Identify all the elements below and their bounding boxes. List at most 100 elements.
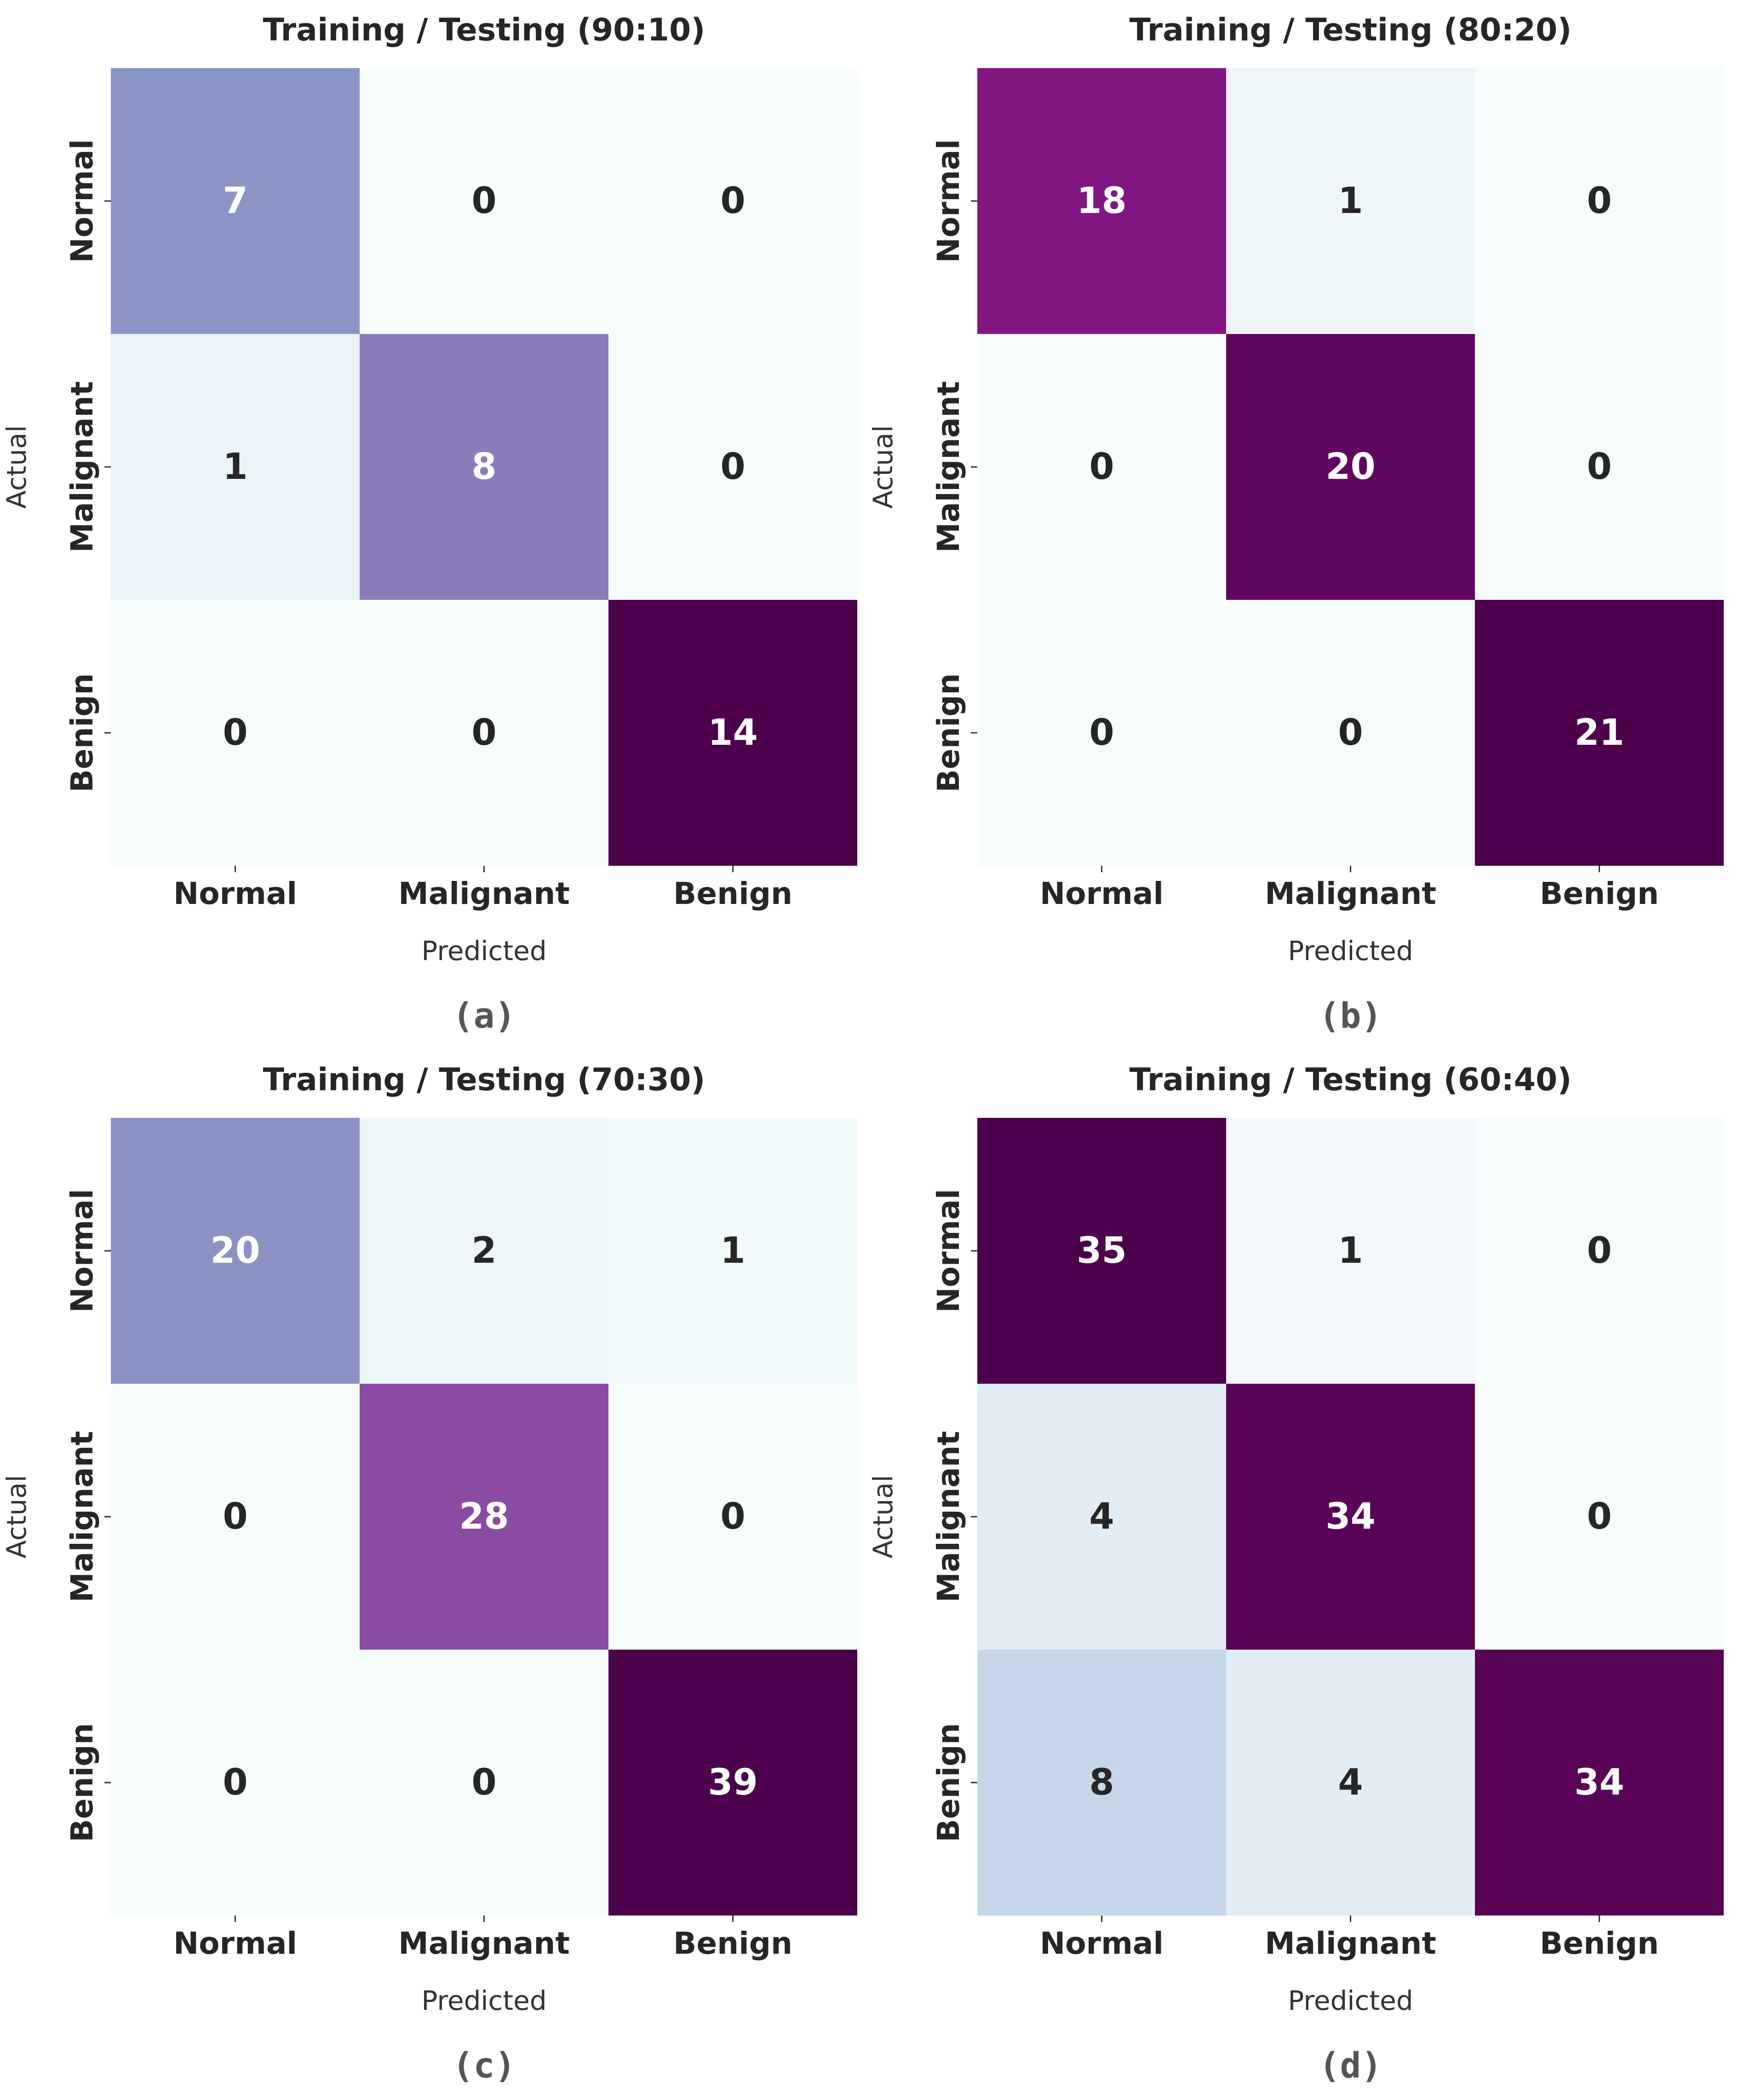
heatmap-cell: [977, 68, 1226, 334]
cell-value-label: 0: [1587, 446, 1612, 488]
chart-title: Training / Testing (80:20): [1130, 12, 1572, 48]
x-axis-label: Predicted: [1288, 1985, 1413, 2016]
heatmap-cell: [360, 68, 608, 334]
y-tick-label: Benign: [64, 1723, 100, 1842]
heatmap-cell: [608, 334, 857, 600]
y-tick-label: Normal: [64, 139, 100, 263]
panel-b: Training / Testing (80:20) 18 1 0 0 20 0 0 0 21 No…: [867, 12, 1724, 1036]
panel-label: (b): [1319, 995, 1382, 1036]
x-tick-label: Normal: [173, 876, 297, 911]
cell-value-label: 8: [471, 446, 496, 488]
cell-value-label: 0: [720, 1496, 745, 1537]
x-tick-label: Malignant: [398, 876, 570, 911]
cell-value-label: 0: [223, 1496, 247, 1537]
cell-value-label: 4: [1338, 1762, 1363, 1803]
cell-value-label: 1: [720, 1230, 745, 1272]
cell-value-label: 0: [1587, 1230, 1612, 1272]
y-axis-label: Actual: [1, 425, 32, 509]
panel-a: Training / Testing (90:10) 7 0 0 1 8 0 0 0 14 Norm…: [1, 12, 857, 1036]
heatmap-cell: [1226, 600, 1475, 866]
x-tick-label: Benign: [673, 876, 792, 911]
cell-value-label: 0: [1089, 446, 1114, 488]
heatmap-cell: [1475, 1650, 1724, 1916]
heatmap-cell: [111, 1384, 360, 1650]
x-tick-label: Malignant: [1265, 876, 1436, 911]
cell-value-label: 8: [1089, 1762, 1114, 1803]
y-tick-label: Malignant: [64, 1431, 100, 1603]
heatmap-cell: [360, 1384, 608, 1650]
heatmap-cell: [1226, 1650, 1475, 1916]
heatmap-cell: [977, 1118, 1226, 1384]
cell-value-label: 0: [471, 180, 496, 222]
x-tick-label: Benign: [1540, 1926, 1659, 1961]
y-axis-label: Actual: [867, 1475, 899, 1559]
heatmap-cell: [608, 600, 857, 866]
y-tick-label: Normal: [931, 1189, 966, 1312]
y-tick-label: Normal: [64, 1189, 100, 1312]
heatmap-cell: [1475, 1384, 1724, 1650]
heatmap-cell: [360, 334, 608, 600]
x-tick-label: Normal: [1040, 876, 1164, 911]
heatmap-cell: [1226, 68, 1475, 334]
heatmap-cell: [608, 1118, 857, 1384]
x-axis-label: Predicted: [1288, 935, 1413, 967]
cell-value-label: 0: [471, 1762, 496, 1803]
heatmap-cell: [1226, 1384, 1475, 1650]
cell-value-label: 0: [223, 1762, 247, 1803]
cell-value-label: 20: [1325, 446, 1376, 488]
heatmap-cell: [608, 1384, 857, 1650]
x-tick-label: Malignant: [1265, 1926, 1436, 1961]
cell-value-label: 0: [1587, 180, 1612, 222]
panel-c: Training / Testing (70:30) 20 2 1 0 28 0 0 0 39 No…: [1, 1062, 857, 2086]
cell-value-label: 7: [223, 180, 247, 222]
heatmap-cell: [111, 1118, 360, 1384]
heatmap-cell: [111, 600, 360, 866]
cell-value-label: 4: [1089, 1496, 1114, 1537]
y-tick-label: Benign: [931, 1723, 966, 1842]
chart-title: Training / Testing (70:30): [263, 1062, 706, 1098]
cell-value-label: 34: [1325, 1496, 1376, 1537]
x-tick-label: Malignant: [398, 1926, 570, 1961]
chart-title: Training / Testing (90:10): [263, 12, 706, 48]
heatmap-cell: [977, 334, 1226, 600]
cell-value-label: 0: [471, 712, 496, 754]
cell-value-label: 0: [720, 180, 745, 222]
heatmap-cell: [360, 600, 608, 866]
cell-value-label: 18: [1077, 180, 1127, 222]
x-axis-label: Predicted: [421, 1985, 546, 2016]
x-tick-label: Normal: [173, 1926, 297, 1961]
cell-value-label: 0: [1587, 1496, 1612, 1537]
y-tick-label: Malignant: [931, 1431, 966, 1603]
y-tick-label: Benign: [931, 673, 966, 793]
cell-value-label: 1: [1338, 1230, 1363, 1272]
cell-value-label: 0: [223, 712, 247, 754]
panel-label: (a): [453, 995, 516, 1036]
heatmap-cell: [977, 1384, 1226, 1650]
panel-d: Training / Testing (60:40) 35 1 0 4 34 0 8 4 34 No…: [867, 1062, 1724, 2086]
panel-label: (d): [1319, 2045, 1382, 2086]
cell-value-label: 0: [1089, 712, 1114, 754]
heatmap-cell: [1226, 1118, 1475, 1384]
heatmap-cell: [977, 1650, 1226, 1916]
heatmap-cell: [608, 1650, 857, 1916]
heatmap-cell: [1475, 1118, 1724, 1384]
heatmap-cell: [360, 1118, 608, 1384]
cell-value-label: 0: [1338, 712, 1363, 754]
cell-value-label: 21: [1574, 712, 1624, 754]
heatmap-cell: [1475, 68, 1724, 334]
cell-value-label: 1: [223, 446, 247, 488]
cell-value-label: 35: [1077, 1230, 1127, 1272]
heatmap-cell: [111, 334, 360, 600]
cell-value-label: 34: [1574, 1762, 1624, 1803]
heatmap-cell: [1475, 600, 1724, 866]
y-tick-label: Normal: [931, 139, 966, 263]
chart-title: Training / Testing (60:40): [1130, 1062, 1572, 1098]
cell-value-label: 0: [720, 446, 745, 488]
y-tick-label: Benign: [64, 673, 100, 793]
cell-value-label: 14: [708, 712, 758, 754]
panel-label: (c): [453, 2045, 516, 2086]
heatmap-cell: [608, 68, 857, 334]
cell-value-label: 2: [471, 1230, 496, 1272]
y-axis-label: Actual: [867, 425, 899, 509]
